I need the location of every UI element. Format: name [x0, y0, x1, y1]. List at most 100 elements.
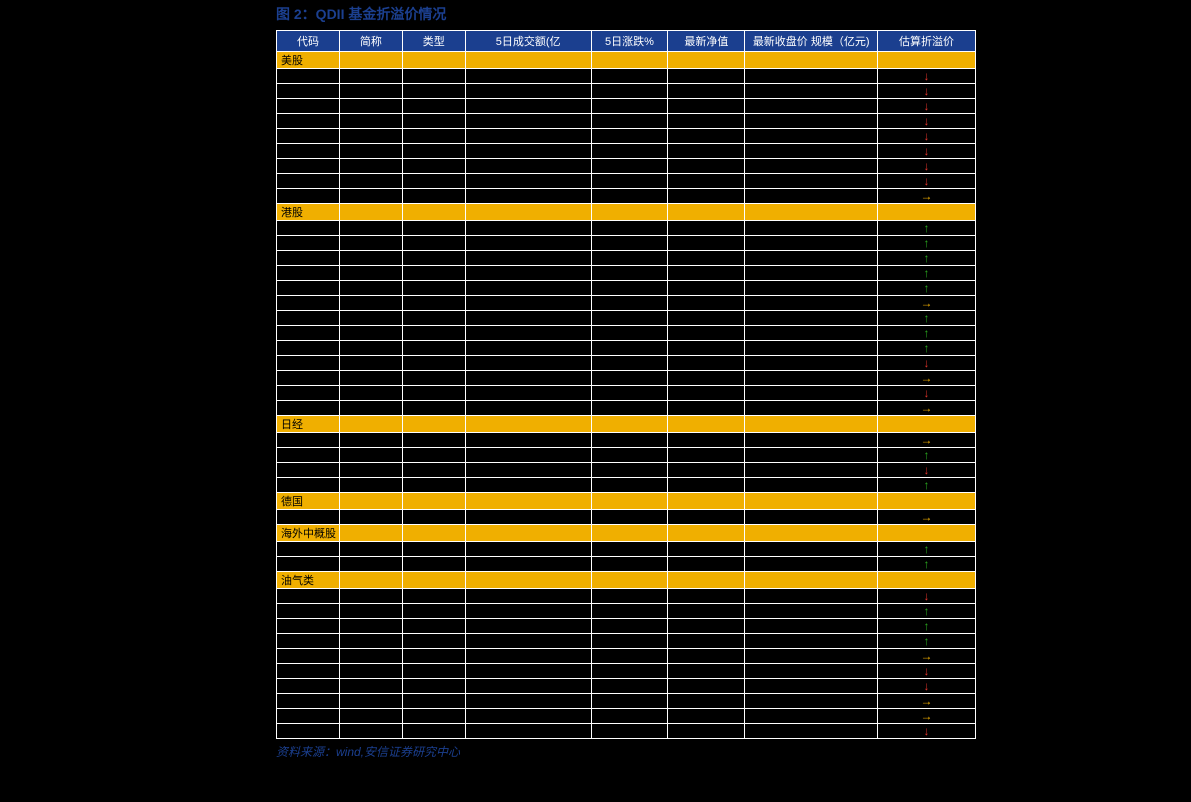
table-cell	[591, 266, 668, 281]
section-cell	[668, 493, 745, 510]
table-cell	[277, 84, 340, 99]
table-cell	[668, 664, 745, 679]
table-cell	[668, 326, 745, 341]
table-cell	[402, 604, 465, 619]
table-cell: →	[878, 433, 976, 448]
section-row: 德国	[277, 493, 976, 510]
table-cell: ↑	[878, 542, 976, 557]
table-cell	[339, 69, 402, 84]
table-cell	[339, 401, 402, 416]
table-cell	[277, 619, 340, 634]
table-cell	[668, 296, 745, 311]
table-cell: ↓	[878, 589, 976, 604]
section-cell	[668, 525, 745, 542]
section-cell	[745, 416, 878, 433]
table-cell	[465, 557, 591, 572]
table-cell	[277, 129, 340, 144]
table-cell	[745, 311, 878, 326]
table-cell	[465, 189, 591, 204]
table-cell	[745, 371, 878, 386]
table-cell	[277, 251, 340, 266]
table-cell	[465, 69, 591, 84]
table-row: ↓	[277, 463, 976, 478]
table-cell	[402, 634, 465, 649]
section-cell	[745, 493, 878, 510]
arrow-right-icon: →	[921, 372, 933, 384]
table-cell	[339, 589, 402, 604]
section-label: 德国	[277, 493, 340, 510]
table-cell	[277, 174, 340, 189]
table-cell: ↑	[878, 604, 976, 619]
section-cell	[465, 493, 591, 510]
table-cell	[465, 448, 591, 463]
table-cell	[668, 221, 745, 236]
table-cell	[465, 311, 591, 326]
table-cell	[465, 634, 591, 649]
table-cell	[465, 174, 591, 189]
table-row: ↑	[277, 326, 976, 341]
table-cell	[277, 266, 340, 281]
table-cell	[402, 341, 465, 356]
table-cell	[591, 221, 668, 236]
table-cell	[745, 189, 878, 204]
table-cell	[465, 604, 591, 619]
table-cell	[668, 401, 745, 416]
table-cell	[591, 724, 668, 739]
table-cell	[402, 664, 465, 679]
arrow-right-icon: →	[921, 297, 933, 309]
table-cell	[339, 448, 402, 463]
table-cell	[277, 694, 340, 709]
table-cell	[745, 251, 878, 266]
section-cell	[402, 493, 465, 510]
table-cell	[277, 221, 340, 236]
table-cell	[668, 724, 745, 739]
section-cell	[745, 52, 878, 69]
table-cell: ↑	[878, 478, 976, 493]
table-cell	[465, 281, 591, 296]
table-row: ↑	[277, 311, 976, 326]
table-cell	[668, 557, 745, 572]
section-cell	[402, 572, 465, 589]
table-cell	[339, 386, 402, 401]
table-cell	[591, 159, 668, 174]
table-cell	[745, 709, 878, 724]
table-cell	[668, 510, 745, 525]
section-cell	[591, 416, 668, 433]
table-cell	[277, 401, 340, 416]
table-cell	[402, 542, 465, 557]
table-cell	[277, 341, 340, 356]
section-cell	[878, 493, 976, 510]
table-cell	[668, 589, 745, 604]
table-cell	[277, 478, 340, 493]
table-cell	[668, 266, 745, 281]
table-cell	[745, 401, 878, 416]
table-row: ↓	[277, 159, 976, 174]
table-cell	[277, 296, 340, 311]
table-cell	[465, 236, 591, 251]
table-cell: →	[878, 296, 976, 311]
section-cell	[339, 572, 402, 589]
table-row: ↓	[277, 99, 976, 114]
section-cell	[668, 416, 745, 433]
section-cell	[668, 52, 745, 69]
table-row: →	[277, 433, 976, 448]
table-cell	[402, 709, 465, 724]
arrow-up-icon: ↑	[924, 620, 930, 632]
table-cell	[465, 433, 591, 448]
table-row: ↓	[277, 144, 976, 159]
section-cell	[878, 204, 976, 221]
table-cell	[402, 724, 465, 739]
table-row: ↑	[277, 448, 976, 463]
table-cell	[668, 478, 745, 493]
table-cell	[277, 709, 340, 724]
section-label: 日经	[277, 416, 340, 433]
table-cell	[339, 664, 402, 679]
table-cell	[591, 510, 668, 525]
table-cell	[745, 589, 878, 604]
section-row: 港股	[277, 204, 976, 221]
table-cell	[591, 114, 668, 129]
table-cell	[277, 326, 340, 341]
table-cell	[277, 542, 340, 557]
table-cell	[591, 99, 668, 114]
table-cell	[465, 356, 591, 371]
